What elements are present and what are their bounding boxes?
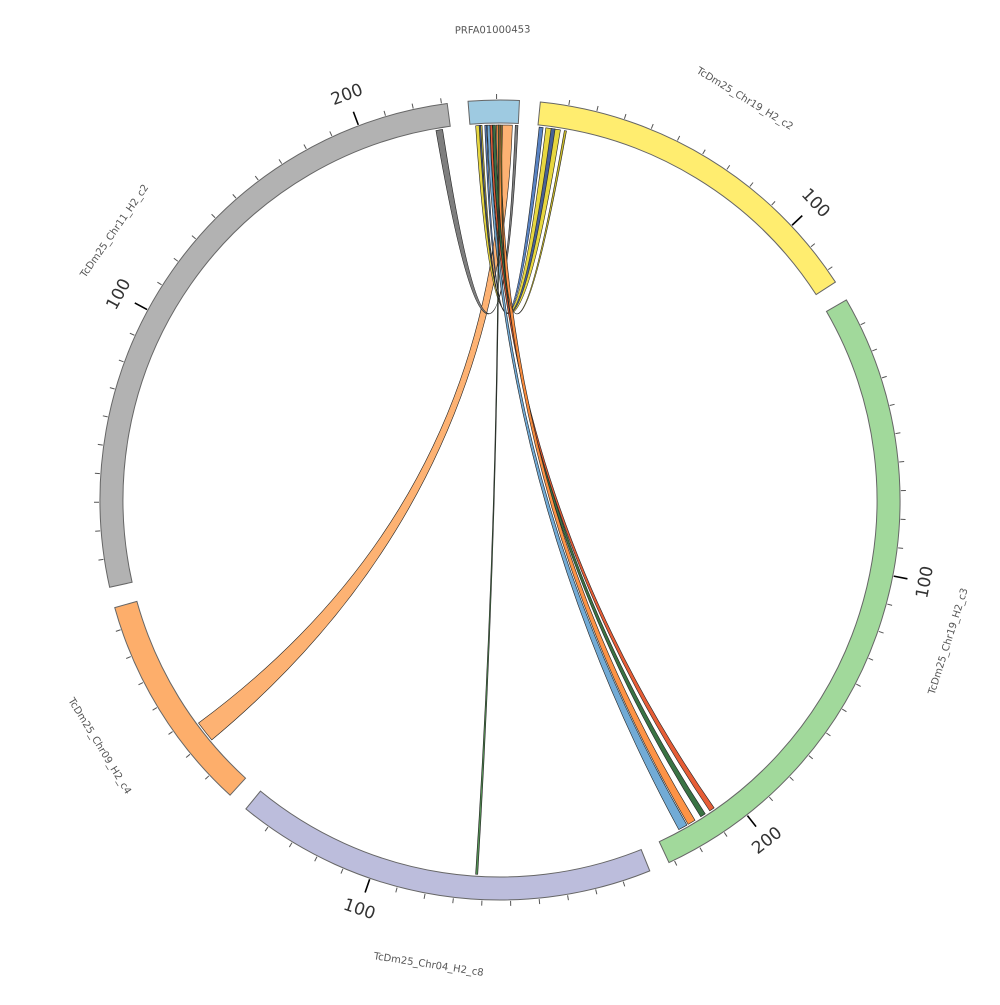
minor-tick xyxy=(887,604,892,605)
tick-label: 100 xyxy=(912,564,938,600)
tick-label: 200 xyxy=(328,80,365,110)
minor-tick xyxy=(255,176,258,180)
minor-tick xyxy=(126,657,131,659)
minor-tick xyxy=(856,684,860,686)
major-tick xyxy=(792,216,802,226)
segment-arc-c4 xyxy=(115,601,246,795)
minor-tick xyxy=(569,100,570,105)
labels-layer: PRFA01000453 TcDm25_Chr19_H2_c2 TcDm25_Chr… xyxy=(65,24,971,978)
segment-label-prfa01000453: PRFA01000453 xyxy=(455,24,531,36)
minor-tick xyxy=(868,658,873,660)
minor-tick xyxy=(826,733,830,736)
major-tick xyxy=(365,879,370,892)
minor-tick xyxy=(568,895,569,900)
minor-tick xyxy=(809,756,813,759)
minor-tick xyxy=(769,797,772,801)
minor-tick xyxy=(703,150,706,154)
minor-tick xyxy=(882,376,887,378)
major-tick xyxy=(747,816,756,827)
minor-tick xyxy=(103,416,108,417)
minor-tick xyxy=(396,888,397,893)
minor-tick xyxy=(677,136,679,140)
minor-tick xyxy=(412,104,413,109)
minor-tick xyxy=(675,861,677,866)
minor-tick xyxy=(750,183,753,187)
minor-tick xyxy=(861,323,866,325)
segment-arc-c2y xyxy=(538,102,835,295)
minor-tick xyxy=(174,258,178,261)
tick-label: 100 xyxy=(102,275,135,313)
minor-tick xyxy=(895,433,900,434)
minor-tick xyxy=(169,732,173,735)
minor-tick xyxy=(119,360,124,362)
minor-tick xyxy=(130,333,135,335)
segment-label-c3: TcDm25_Chr19_H2_c3 xyxy=(926,587,970,697)
minor-tick xyxy=(898,548,903,549)
segment-label-c2y: TcDm25_Chr19_H2_c2 xyxy=(693,65,794,133)
major-tick xyxy=(135,303,147,310)
minor-tick xyxy=(724,832,727,836)
segment-label-c4: TcDm25_Chr09_H2_c4 xyxy=(65,695,133,796)
minor-tick xyxy=(98,559,103,560)
minor-tick xyxy=(265,827,268,831)
minor-tick xyxy=(212,214,216,218)
minor-tick xyxy=(596,889,597,894)
minor-tick xyxy=(828,267,832,270)
segment-label-c2g: TcDm25_Chr11_H2_c2 xyxy=(78,183,151,281)
minor-tick xyxy=(597,106,598,111)
minor-tick xyxy=(624,114,626,119)
minor-tick xyxy=(424,894,425,899)
minor-tick xyxy=(233,194,236,198)
link-ribbon xyxy=(490,125,714,811)
major-tick xyxy=(353,112,358,125)
minor-tick xyxy=(651,124,653,129)
minor-tick xyxy=(153,708,157,711)
minor-tick xyxy=(110,388,115,389)
minor-tick xyxy=(384,111,385,116)
minor-tick xyxy=(700,848,702,852)
minor-tick xyxy=(279,159,282,163)
minor-tick xyxy=(623,882,625,887)
tick-label: 200 xyxy=(748,823,786,859)
minor-tick xyxy=(138,683,142,685)
minor-tick xyxy=(98,444,103,445)
minor-tick xyxy=(441,98,442,103)
segment-arc-prfa01000453 xyxy=(468,100,519,124)
minor-tick xyxy=(186,754,190,757)
minor-tick xyxy=(341,869,343,874)
link-ribbon xyxy=(496,125,695,824)
minor-tick xyxy=(872,349,877,351)
minor-tick xyxy=(772,201,775,205)
minor-tick xyxy=(890,404,895,405)
minor-tick xyxy=(879,631,884,633)
links-layer xyxy=(199,125,715,874)
minor-tick xyxy=(315,857,317,861)
minor-tick xyxy=(453,898,454,903)
tick-label: 100 xyxy=(341,895,378,924)
minor-tick xyxy=(330,131,332,136)
minor-tick xyxy=(790,777,794,780)
minor-tick xyxy=(116,630,121,632)
segment-arc-c3 xyxy=(659,300,900,863)
minor-tick xyxy=(289,843,292,847)
segment-arc-c8 xyxy=(246,791,650,900)
minor-tick xyxy=(304,145,306,149)
minor-tick xyxy=(205,776,209,779)
minor-tick xyxy=(727,165,730,169)
minor-tick xyxy=(842,709,846,712)
segment-label-c8: TcDm25_Chr04_H2_c8 xyxy=(372,951,484,979)
minor-tick xyxy=(811,244,815,247)
minor-tick xyxy=(157,282,161,285)
major-tick xyxy=(894,576,908,579)
minor-tick xyxy=(192,236,196,239)
link-ribbon xyxy=(493,125,705,817)
